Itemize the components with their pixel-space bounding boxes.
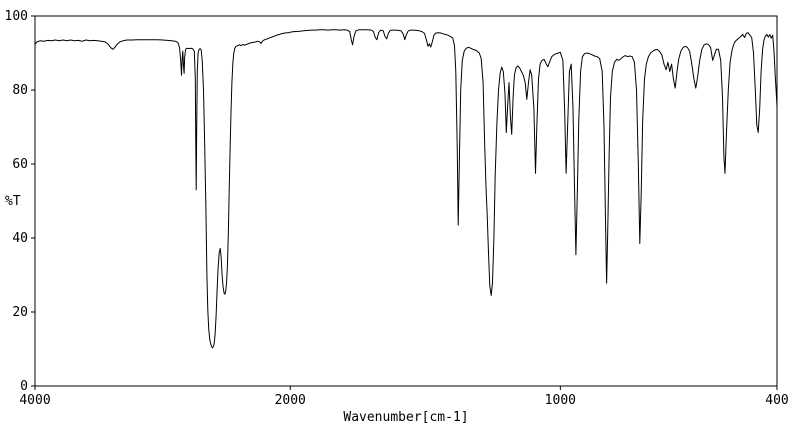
x-tick-label: 4000	[19, 393, 50, 408]
y-tick-label: 80	[12, 83, 28, 98]
y-tick-label: 60	[12, 157, 28, 172]
x-tick-label: 1000	[545, 393, 576, 408]
y-tick-label: 100	[5, 9, 28, 24]
x-axis-title: Wavenumber[cm-1]	[343, 410, 469, 425]
y-tick-label: 20	[12, 305, 28, 320]
x-tick-label: 2000	[275, 393, 306, 408]
x-tick-label: 400	[765, 393, 788, 408]
y-axis-title: %T	[5, 194, 21, 209]
plot-border	[34, 15, 778, 387]
y-tick-label: 0	[20, 379, 28, 394]
y-tick-label: 40	[12, 231, 28, 246]
spectrum-trace	[34, 29, 778, 349]
